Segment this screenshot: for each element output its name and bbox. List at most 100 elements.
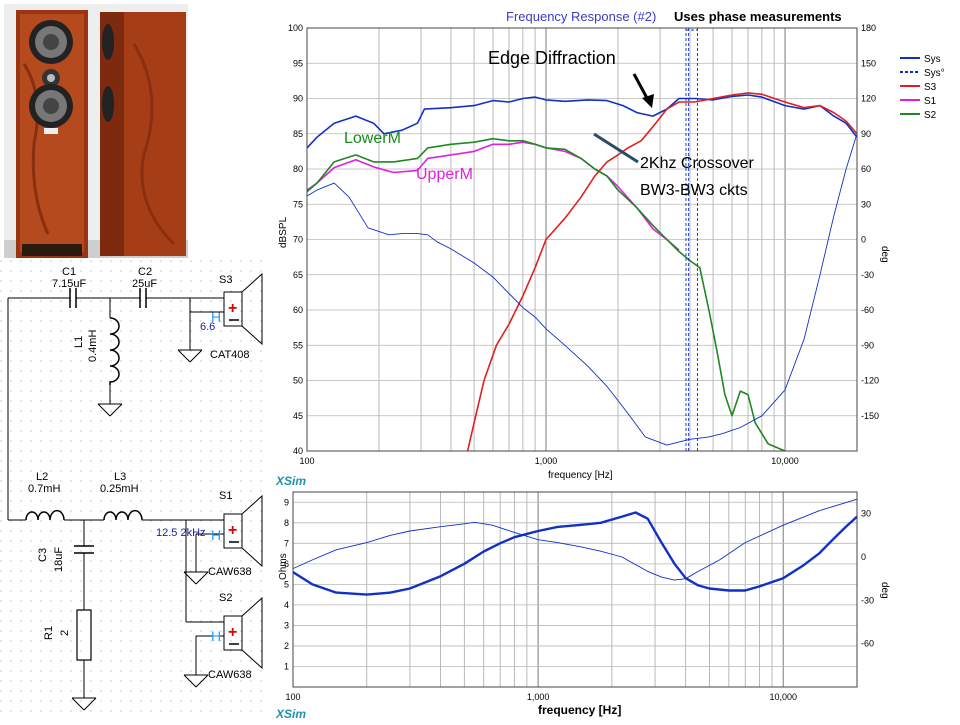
imp-y-axis-label: Ohms [278, 553, 289, 580]
x-tick-label: 100 [299, 456, 314, 466]
c3-value: 18uF [53, 547, 65, 572]
xsim-logo: XSim [275, 474, 306, 488]
c2-label: C2 [138, 266, 152, 278]
y2-tick-label: -120 [861, 376, 879, 386]
legend-label: S2 [924, 110, 937, 121]
y-tick-label: 6 [284, 559, 289, 569]
series-line-s1 [306, 141, 680, 251]
chart-title: Frequency Response (#2) [506, 9, 656, 24]
y2-tick-label: 150 [861, 58, 876, 68]
s3-model: CAT408 [210, 349, 250, 361]
y2-tick-label: 30 [861, 509, 871, 519]
s2-model: CAW638 [208, 669, 252, 681]
imp-y2-axis-label: deg [879, 582, 890, 599]
y2-tick-label: 60 [861, 164, 871, 174]
speaker-photo [4, 4, 188, 258]
imp-x-axis-label: frequency [Hz] [538, 703, 621, 717]
y-tick-label: 85 [293, 129, 303, 139]
series-line-impedance [292, 511, 858, 596]
s1-h: H [211, 527, 221, 543]
y-tick-label: 40 [293, 446, 303, 456]
y2-tick-label: -150 [861, 411, 879, 421]
y-tick-label: 45 [293, 411, 303, 421]
l3-label: L3 [114, 471, 126, 483]
series-line-s2 [306, 137, 786, 452]
y-tick-label: 4 [284, 600, 289, 610]
x-tick-label: 100 [285, 692, 300, 702]
r1-value: 2 [59, 630, 71, 636]
y2-tick-label: 30 [861, 199, 871, 209]
y2-tick-label: 0 [861, 235, 866, 245]
x-tick-label: 1,000 [535, 456, 558, 466]
frequency-response-chart: Frequency Response (#2) Uses phase measu… [270, 0, 960, 488]
l2-value: 0.7mH [28, 483, 60, 495]
y2-tick-label: 0 [861, 552, 866, 562]
annotation-upper-m: UpperM [416, 166, 473, 183]
y-tick-label: 9 [284, 497, 289, 507]
c1-value: 7.15uF [52, 278, 87, 290]
y2-tick-label: -90 [861, 340, 874, 350]
s1-value: 12.5 2kHz [156, 527, 206, 539]
legend-label: S3 [924, 82, 937, 93]
y-tick-label: 8 [284, 518, 289, 528]
y-tick-label: 5 [284, 579, 289, 589]
imp-xsim-logo: XSim [275, 707, 306, 720]
series-line-sys [306, 94, 858, 149]
y2-tick-label: -30 [861, 595, 874, 605]
s3-value: 6.6 [200, 321, 215, 333]
x-tick-label: 1,000 [527, 692, 550, 702]
y-tick-label: 65 [293, 270, 303, 280]
y-tick-label: 80 [293, 164, 303, 174]
c3-label: C3 [37, 548, 49, 562]
s1-label: S1 [219, 490, 232, 502]
y2-tick-label: -60 [861, 639, 874, 649]
c1-label: C1 [62, 266, 76, 278]
series-line-phase [292, 498, 858, 581]
legend-label: Sys [924, 54, 941, 65]
y-axis-label: dBSPL [278, 216, 289, 248]
r1-label: R1 [43, 626, 55, 640]
svg-text:+: + [228, 624, 237, 641]
s2-h: H [211, 628, 221, 644]
legend-label: S1 [924, 96, 937, 107]
s1-model: CAW638 [208, 566, 252, 578]
y-tick-label: 1 [284, 661, 289, 671]
annotation-circuits: BW3-BW3 ckts [640, 182, 748, 199]
s3-h: H [211, 309, 221, 325]
chart-subtitle: Uses phase measurements [674, 9, 842, 24]
y-tick-label: 75 [293, 199, 303, 209]
y2-tick-label: 180 [861, 23, 876, 33]
l1-label: L1 [73, 336, 85, 348]
svg-text:+: + [228, 300, 237, 317]
annotation-edge-diffraction: Edge Diffraction [488, 48, 616, 68]
x-axis-label: frequency [Hz] [548, 470, 613, 481]
y-tick-label: 3 [284, 620, 289, 630]
crossover-schematic: + + + C1 7.15uF C2 25uF L2 0.7mH L3 0.25mH… [0, 258, 270, 720]
y2-tick-label: -30 [861, 270, 874, 280]
series-line-s3 [466, 92, 858, 452]
y-tick-label: 90 [293, 94, 303, 104]
speaker-photo-icon [4, 4, 188, 258]
y-tick-label: 50 [293, 376, 303, 386]
y-tick-label: 60 [293, 305, 303, 315]
x-tick-label: 10,000 [771, 456, 799, 466]
s3-label: S3 [219, 274, 232, 286]
x-tick-label: 10,000 [769, 692, 797, 702]
c2-value: 25uF [132, 278, 157, 290]
annotation-crossover: 2Khz Crossover [640, 155, 754, 172]
y2-tick-label: -60 [861, 305, 874, 315]
l3-value: 0.25mH [100, 483, 139, 495]
y-tick-label: 55 [293, 340, 303, 350]
y2-tick-label: 90 [861, 129, 871, 139]
legend-label: Sys° [924, 68, 945, 79]
l2-label: L2 [36, 471, 48, 483]
svg-text:+: + [228, 522, 237, 539]
series-line-phase [306, 133, 858, 446]
y-tick-label: 2 [284, 641, 289, 651]
s2-label: S2 [219, 592, 232, 604]
y2-axis-label: deg [879, 246, 890, 263]
y-tick-label: 70 [293, 235, 303, 245]
annotation-lower-m: LowerM [344, 130, 401, 147]
y-tick-label: 7 [284, 538, 289, 548]
